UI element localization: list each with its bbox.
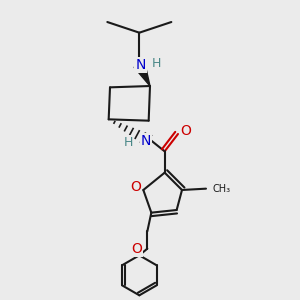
Text: CH₃: CH₃ bbox=[213, 184, 231, 194]
Text: H: H bbox=[124, 136, 134, 148]
Polygon shape bbox=[134, 62, 150, 86]
Text: O: O bbox=[181, 124, 191, 138]
Text: H: H bbox=[152, 57, 161, 70]
Text: O: O bbox=[131, 242, 142, 256]
Text: N: N bbox=[136, 58, 146, 72]
Text: N: N bbox=[141, 134, 151, 148]
Text: O: O bbox=[130, 180, 141, 194]
